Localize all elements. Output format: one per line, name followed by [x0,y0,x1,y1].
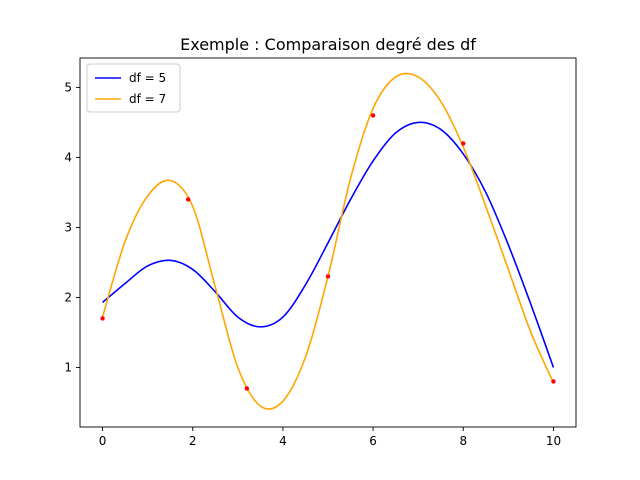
y-tick-label: 4 [64,150,72,164]
y-tick-label: 5 [64,80,72,94]
data-point [551,379,556,384]
legend-box [86,63,181,113]
x-tick-label: 0 [99,434,107,448]
x-tick-label: 6 [369,434,377,448]
plot-area [100,72,556,410]
legend-label-1: df = 5 [129,71,166,85]
x-tick-label: 2 [189,434,197,448]
x-tick-label: 10 [546,434,561,448]
y-tick-label: 3 [64,220,72,234]
axes-frame [79,57,577,428]
y-tick-label: 2 [64,290,72,304]
x-tick-label: 4 [279,434,287,448]
series-line-1 [102,121,555,368]
x-tick-label: 8 [459,434,467,448]
data-point [100,316,105,321]
data-point [461,141,466,146]
legend-label-2: df = 7 [129,92,166,106]
data-point [186,197,191,202]
data-point [325,274,331,279]
legend: df = 5 df = 7 [86,63,181,113]
chart-title: Exemple : Comparaison degré des df [180,35,476,54]
data-point [370,113,376,118]
data-point [244,386,250,391]
y-tick-label: 1 [64,360,72,374]
